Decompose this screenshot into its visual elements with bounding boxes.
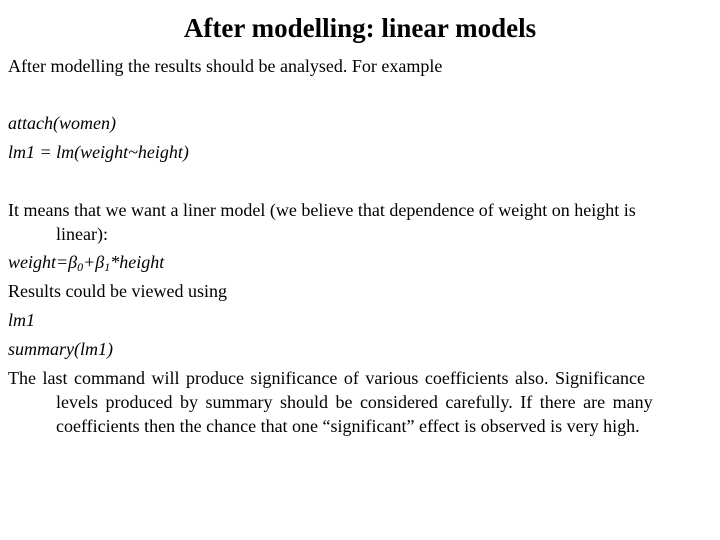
formula-rhs: *height xyxy=(110,252,165,272)
command-lm1: lm1 xyxy=(8,310,35,330)
explanation-line-1: It means that we want a liner model (we … xyxy=(8,200,636,220)
code-line-attach: attach(women) xyxy=(8,113,116,133)
closing-paragraph: The last command will produce significan… xyxy=(8,366,708,438)
closing-line-2: levels produced by summary should be con… xyxy=(56,392,653,412)
beta-symbol-1: β xyxy=(95,252,105,272)
beta-symbol-0: β xyxy=(68,252,78,272)
results-text: Results could be viewed using xyxy=(8,281,227,301)
closing-line-3: coefficients then the chance that one “s… xyxy=(56,416,640,436)
formula-plus: + xyxy=(83,252,96,272)
beta-subscript-1: 1 xyxy=(104,260,111,274)
intro-text: After modelling the results should be an… xyxy=(8,56,443,76)
beta-subscript-0: 0 xyxy=(77,260,84,274)
closing-line-1: The last command will produce significan… xyxy=(8,368,645,388)
explanation-paragraph: It means that we want a liner model (we … xyxy=(8,198,708,246)
model-formula: weight=β0+β1*height xyxy=(8,250,708,274)
formula-lhs: weight= xyxy=(8,252,69,272)
slide-title: After modelling: linear models xyxy=(183,13,537,43)
command-summary: summary(lm1) xyxy=(8,339,113,359)
code-line-lm: lm1 = lm(weight~height) xyxy=(8,142,189,162)
explanation-line-2: linear): xyxy=(56,224,108,244)
